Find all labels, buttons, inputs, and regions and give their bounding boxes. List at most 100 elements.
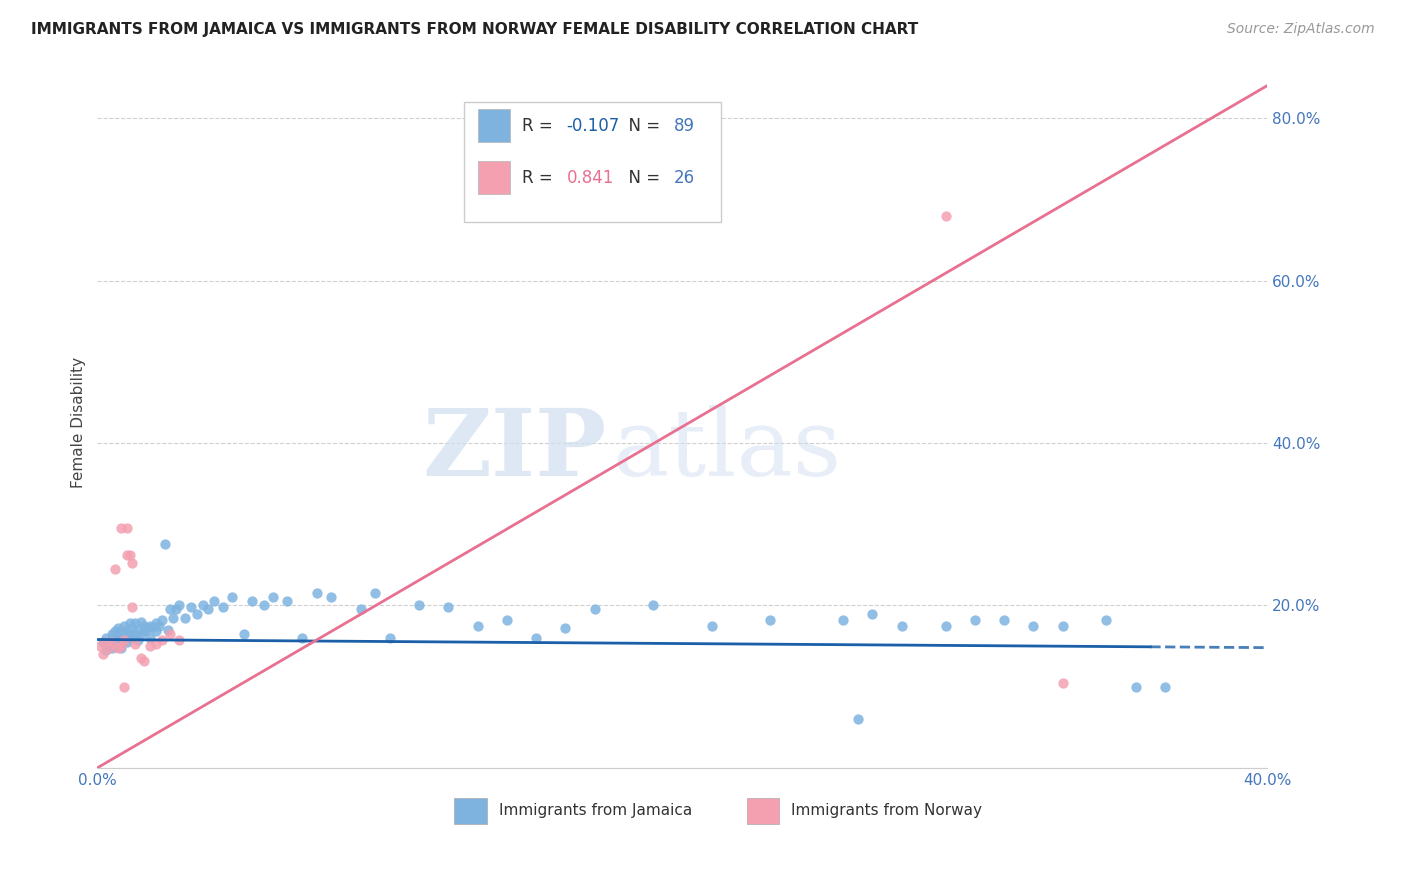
Point: [139, 618, 162, 632]
Point: [1095, 613, 1118, 627]
Point: [862, 607, 884, 621]
Point: [110, 624, 132, 639]
Point: [104, 639, 127, 653]
Point: [129, 651, 152, 665]
Point: [91, 635, 114, 649]
Point: [159, 602, 181, 616]
Point: [232, 627, 254, 641]
Point: [115, 631, 138, 645]
Point: [935, 209, 957, 223]
Point: [291, 631, 314, 645]
Point: [963, 613, 986, 627]
Point: [124, 637, 146, 651]
Point: [134, 654, 156, 668]
Point: [127, 632, 149, 647]
Point: [112, 632, 135, 647]
Point: [115, 635, 138, 649]
Bar: [747, 797, 779, 824]
Point: [1154, 680, 1177, 694]
Point: [524, 631, 547, 645]
Point: [101, 631, 124, 645]
Point: [124, 616, 146, 631]
Text: ZIP: ZIP: [422, 405, 606, 495]
Point: [1052, 618, 1074, 632]
Point: [276, 594, 298, 608]
Point: [156, 623, 179, 637]
Point: [1052, 675, 1074, 690]
Text: R =: R =: [522, 117, 558, 135]
Point: [495, 613, 517, 627]
Point: [191, 599, 214, 613]
Point: [180, 600, 202, 615]
Point: [145, 624, 167, 639]
Text: Immigrants from Jamaica: Immigrants from Jamaica: [499, 803, 692, 818]
Text: Immigrants from Norway: Immigrants from Norway: [792, 803, 983, 818]
Y-axis label: Female Disability: Female Disability: [72, 357, 86, 488]
Point: [142, 620, 165, 634]
Point: [104, 635, 127, 649]
Text: 0.841: 0.841: [567, 169, 614, 186]
Point: [91, 647, 114, 661]
Point: [115, 548, 138, 562]
Point: [98, 639, 121, 653]
Point: [159, 627, 181, 641]
Point: [89, 639, 111, 653]
Point: [145, 616, 167, 631]
Point: [321, 591, 343, 605]
Point: [107, 628, 129, 642]
Point: [221, 591, 243, 605]
Point: [583, 602, 606, 616]
Bar: [454, 797, 486, 824]
Bar: [478, 161, 510, 194]
Point: [643, 599, 665, 613]
Point: [94, 635, 117, 649]
Text: -0.107: -0.107: [567, 117, 620, 135]
Point: [118, 616, 141, 631]
Point: [437, 600, 460, 615]
Point: [378, 631, 401, 645]
Point: [262, 591, 284, 605]
Point: [115, 521, 138, 535]
Point: [186, 607, 208, 621]
Point: [1022, 618, 1045, 632]
Text: Source: ZipAtlas.com: Source: ZipAtlas.com: [1227, 22, 1375, 37]
Bar: [464, 102, 721, 222]
Point: [112, 629, 135, 643]
Point: [110, 521, 132, 535]
Point: [890, 618, 912, 632]
Point: [174, 610, 197, 624]
Text: N =: N =: [619, 169, 665, 186]
Point: [197, 602, 219, 616]
Point: [832, 613, 855, 627]
Point: [110, 639, 132, 653]
Point: [993, 613, 1015, 627]
Text: 89: 89: [673, 117, 695, 135]
Point: [121, 556, 143, 570]
Point: [554, 621, 576, 635]
Point: [121, 600, 143, 615]
Point: [121, 631, 143, 645]
Point: [700, 618, 723, 632]
Point: [364, 586, 387, 600]
Point: [148, 618, 170, 632]
Point: [167, 599, 190, 613]
Point: [1125, 680, 1147, 694]
Point: [467, 618, 489, 632]
Text: R =: R =: [522, 169, 558, 186]
Point: [94, 631, 117, 645]
Point: [107, 621, 129, 635]
Point: [112, 618, 135, 632]
Point: [212, 600, 235, 615]
Point: [139, 631, 162, 645]
Point: [136, 623, 159, 637]
Point: [253, 599, 276, 613]
Point: [112, 680, 135, 694]
Point: [101, 635, 124, 649]
Point: [94, 643, 117, 657]
Point: [134, 618, 156, 632]
Text: 26: 26: [673, 169, 696, 186]
Point: [118, 548, 141, 562]
Point: [124, 627, 146, 641]
Point: [305, 586, 328, 600]
Point: [110, 635, 132, 649]
